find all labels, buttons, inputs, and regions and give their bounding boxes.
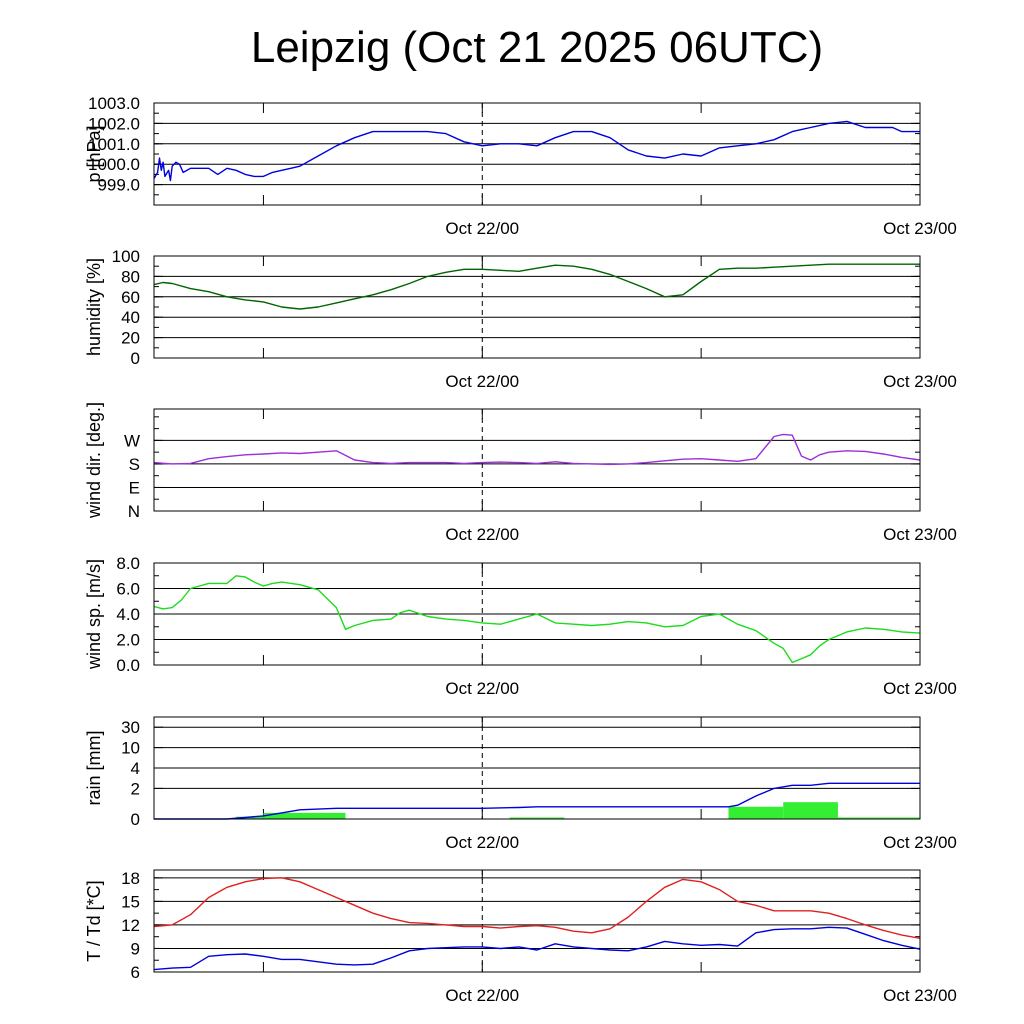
y-tick-label: 1002.0 [88, 114, 140, 133]
y-tick-label: 1003.0 [88, 94, 140, 113]
rain-bar [509, 817, 565, 819]
y-tick-label: 6 [131, 963, 140, 982]
x-tick-label: Oct 23/00 [883, 525, 957, 544]
panel-temperature: 6 9 12 15 18 T / Td [*C] Oct 22/00 Oct 23/00 [84, 869, 957, 1005]
y-tick-label: 1001.0 [88, 135, 140, 154]
panel-wind_speed: 0.0 2.0 4.0 6.0 8.0 wind sp. [m/s] Oct 22/00 Oc… [84, 554, 957, 698]
series-line-accumulated-rain [154, 782, 920, 820]
x-tick-label: Oct 23/00 [883, 219, 957, 238]
y-tick-label: 80 [121, 267, 140, 286]
series-line-dew-point [153, 926, 921, 971]
plot-frame [153, 869, 921, 973]
plot-frame [153, 102, 921, 206]
y-axis-label: wind sp. [m/s] [84, 559, 104, 670]
x-tick-label: Oct 23/00 [883, 986, 957, 1005]
chart-title: Leipzig (Oct 21 2025 06UTC) [251, 23, 823, 72]
x-tick-label: Oct 22/00 [445, 986, 519, 1005]
y-tick-label: 30 [121, 718, 140, 737]
y-axis-label: p [hPa] [84, 125, 104, 182]
y-tick-label: 20 [121, 329, 140, 348]
y-tick-label: 1000.0 [88, 155, 140, 174]
x-tick-label: Oct 23/00 [883, 833, 957, 852]
y-axis-label: T / Td [*C] [84, 880, 104, 961]
y-axis-label: wind dir. [deg.] [84, 402, 104, 519]
y-tick-label: 60 [121, 288, 140, 307]
y-tick-label: 999.0 [97, 176, 140, 195]
y-tick-label: 4 [131, 759, 140, 778]
y-tick-label: 18 [121, 869, 140, 888]
y-tick-label: E [129, 478, 140, 497]
series-line-humidity [153, 263, 920, 310]
series-line-wind-speed [153, 575, 921, 664]
y-tick-label: W [124, 431, 140, 450]
series-line-temperature [153, 877, 921, 939]
series-line-wind-direction [153, 433, 921, 466]
y-tick-label: 12 [121, 916, 140, 935]
plot-frame [153, 408, 921, 512]
y-tick-label: S [129, 455, 140, 474]
plot-frame [153, 255, 921, 359]
rain-bar [837, 817, 920, 819]
plot-frame [153, 562, 921, 666]
plot-frame [153, 716, 921, 820]
y-tick-label: 6.0 [116, 580, 140, 599]
x-tick-label: Oct 23/00 [883, 679, 957, 698]
x-tick-label: Oct 22/00 [445, 833, 519, 852]
y-tick-label: N [128, 502, 140, 521]
y-tick-label: 9 [131, 939, 140, 958]
y-tick-label: 4.0 [116, 605, 140, 624]
x-tick-label: Oct 23/00 [883, 372, 957, 391]
rain-bar [728, 806, 784, 819]
y-tick-label: 10 [121, 739, 140, 758]
x-tick-label: Oct 22/00 [445, 525, 519, 544]
rain-bar [263, 812, 346, 819]
y-tick-label: 2 [131, 779, 140, 798]
y-tick-label: 15 [121, 892, 140, 911]
x-tick-label: Oct 22/00 [445, 679, 519, 698]
y-axis-label: humidity [%] [84, 258, 104, 356]
series-line-pressure [153, 120, 920, 182]
y-tick-label: 0 [131, 349, 140, 368]
rain-bar [236, 816, 264, 819]
y-tick-label: 100 [112, 247, 140, 266]
y-tick-label: 40 [121, 308, 140, 327]
rain-bar [783, 802, 838, 819]
y-tick-label: 8.0 [116, 554, 140, 573]
y-tick-label: 2.0 [116, 631, 140, 650]
y-tick-label: 0 [131, 810, 140, 829]
y-tick-label: 0.0 [116, 656, 140, 675]
x-tick-label: Oct 22/00 [445, 219, 519, 238]
x-tick-label: Oct 22/00 [445, 372, 519, 391]
y-axis-label: rain [mm] [84, 730, 104, 805]
